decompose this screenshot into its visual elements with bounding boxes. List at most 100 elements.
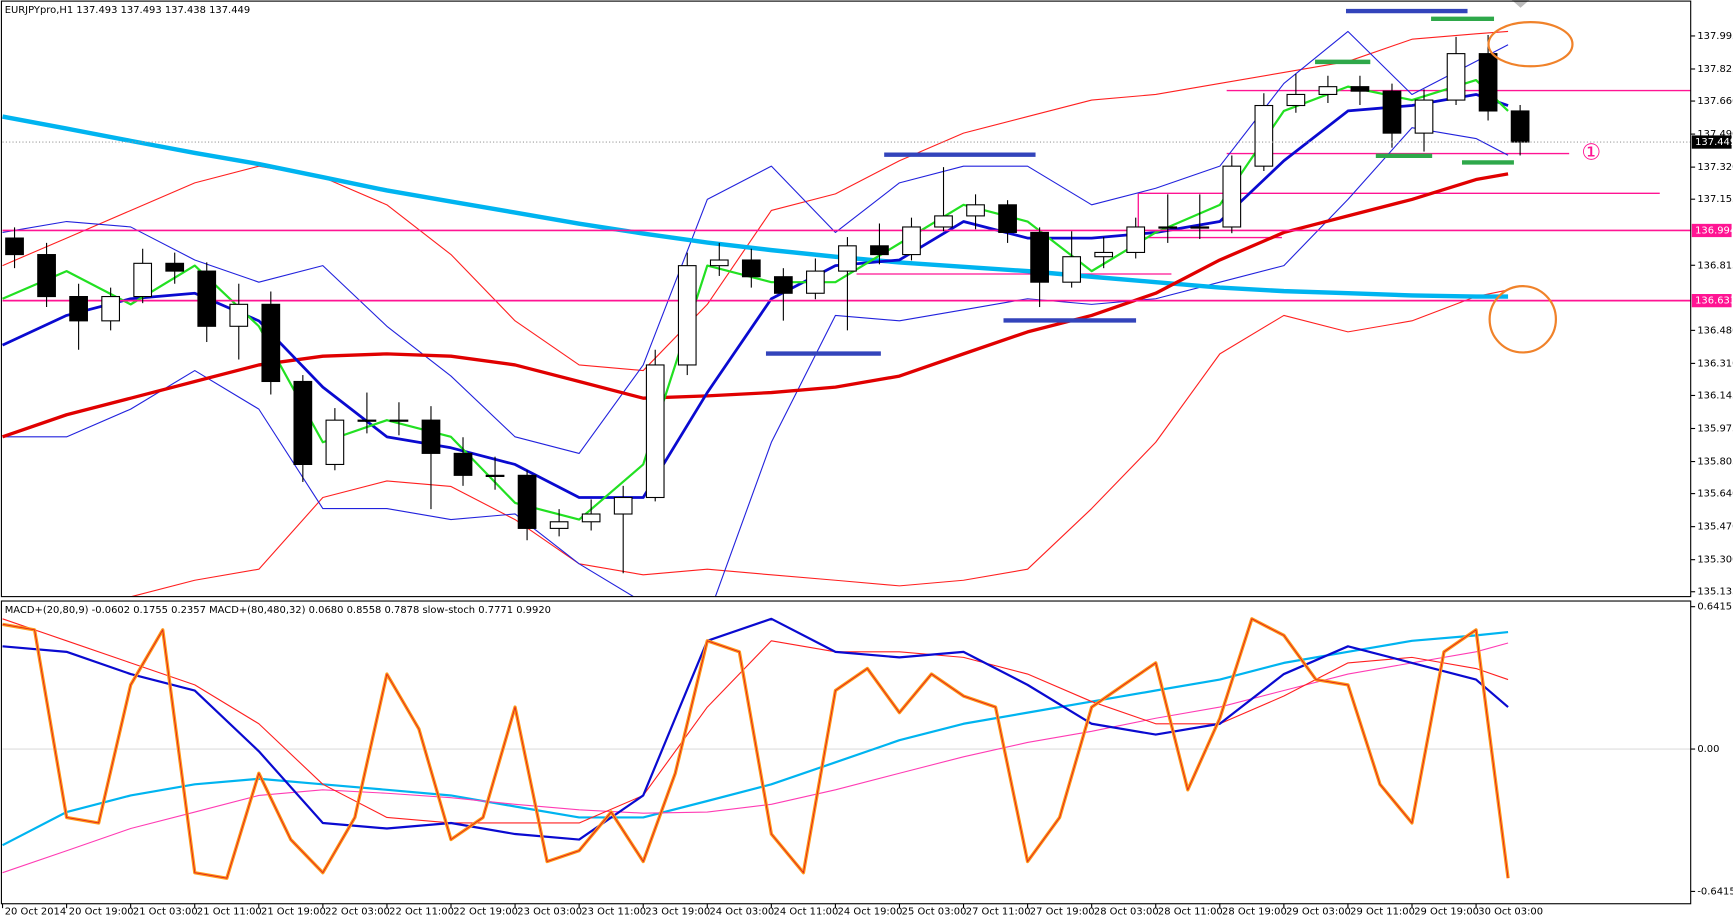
level-label: 136.994 xyxy=(1695,225,1733,236)
candle-body xyxy=(998,204,1017,233)
x-tick-label: 24 Oct 19:00 xyxy=(838,906,903,917)
candle-body xyxy=(613,496,633,515)
x-tick-label: 23 Oct 11:00 xyxy=(581,906,646,917)
x-tick-label: 28 Oct 03:00 xyxy=(1094,906,1159,917)
y-tick-label: 135.805 xyxy=(1697,457,1733,468)
x-tick-label: 20 Oct 2014 xyxy=(5,906,66,917)
candle-body xyxy=(1510,110,1530,143)
candle-body xyxy=(325,419,345,466)
x-tick-label: 27 Oct 11:00 xyxy=(966,906,1031,917)
x-tick-label: 24 Oct 11:00 xyxy=(774,906,839,917)
candle-body xyxy=(677,265,697,366)
candle-body xyxy=(37,254,56,298)
indicator-line xyxy=(2,127,1509,597)
y-tick-label: 135.975 xyxy=(1697,424,1733,435)
candle-body xyxy=(1286,93,1306,107)
y-tick-label: 137.995 xyxy=(1697,31,1733,42)
y-tick-label: 135.640 xyxy=(1697,489,1733,500)
candle-body xyxy=(229,303,249,327)
last-price-box xyxy=(1691,135,1732,149)
candle-body xyxy=(1126,226,1146,253)
candle-body xyxy=(357,419,377,422)
highlight-circle xyxy=(1488,285,1558,354)
candle-body xyxy=(69,295,88,322)
y-tick-label: 135.300 xyxy=(1697,555,1733,566)
x-tick-label: 30 Oct 03:00 xyxy=(1478,906,1543,917)
candle-body xyxy=(101,295,121,322)
candle-body xyxy=(1254,104,1274,167)
candle-body xyxy=(1414,99,1434,134)
candle-body xyxy=(1446,53,1466,101)
y-tick-label: 137.155 xyxy=(1697,194,1733,205)
candle-body xyxy=(165,262,185,272)
y-tick-label: 0.00 xyxy=(1697,744,1719,755)
last-price-label: 137.449 xyxy=(1695,137,1733,148)
indicator-line xyxy=(2,114,1509,299)
candle-body xyxy=(485,474,505,477)
x-tick-label: 29 Oct 11:00 xyxy=(1350,906,1415,917)
candle-body xyxy=(293,380,313,466)
candle-body xyxy=(581,513,601,523)
y-tick-label: 136.310 xyxy=(1697,358,1733,369)
y-tick-label: 137.320 xyxy=(1697,162,1733,173)
x-tick-label: 21 Oct 11:00 xyxy=(197,906,262,917)
candle-body xyxy=(1222,165,1242,228)
x-tick-label: 23 Oct 19:00 xyxy=(645,906,710,917)
y-tick-label: 136.480 xyxy=(1697,325,1733,336)
indicator-line xyxy=(2,78,1509,521)
x-tick-label: 29 Oct 19:00 xyxy=(1414,906,1479,917)
x-tick-label: 27 Oct 19:00 xyxy=(1030,906,1095,917)
candle-body xyxy=(806,270,825,294)
candle-body xyxy=(5,237,24,256)
shift-marker xyxy=(1511,0,1530,8)
candle-body xyxy=(133,262,153,298)
y-tick-label: 137.490 xyxy=(1697,129,1733,140)
x-tick-label: 28 Oct 11:00 xyxy=(1158,906,1223,917)
candle-body xyxy=(838,245,857,272)
candle-body xyxy=(1478,53,1498,112)
candle-body xyxy=(1030,231,1049,283)
candle-body xyxy=(773,276,793,294)
candle-body xyxy=(261,303,281,383)
x-tick-label: 21 Oct 19:00 xyxy=(261,906,326,917)
indicator-line xyxy=(2,618,1509,879)
chart-title: EURJPYpro,H1 137.493 137.493 137.438 137… xyxy=(5,5,250,16)
x-tick-label: 22 Oct 11:00 xyxy=(389,906,454,917)
x-tick-label: 29 Oct 03:00 xyxy=(1286,906,1351,917)
level-label: 136.633 xyxy=(1695,296,1733,307)
candle-body xyxy=(421,419,441,454)
highlight-ellipse xyxy=(1487,20,1574,68)
y-tick-label: 137.660 xyxy=(1697,96,1733,107)
candle-body xyxy=(1190,226,1210,229)
y-tick-label: 136.145 xyxy=(1697,390,1733,401)
candle-body xyxy=(1094,251,1114,258)
y-tick-label: 0.6415 xyxy=(1697,602,1732,613)
indicator-line xyxy=(128,289,1509,597)
indicator-line xyxy=(2,618,1509,824)
indicator-line xyxy=(2,30,1509,454)
y-tick-label: 136.815 xyxy=(1697,260,1733,271)
y-tick-label: 135.135 xyxy=(1697,587,1733,598)
candle-body xyxy=(549,521,569,529)
level-label-box xyxy=(1691,223,1732,238)
x-tick-label: 22 Oct 19:00 xyxy=(453,906,518,917)
panel-title: MACD+(20,80,9) -0.0602 0.1755 0.2357 MAC… xyxy=(5,605,551,616)
indicator-line xyxy=(1,93,1509,499)
indicator-line xyxy=(1,172,1509,439)
panel-frame xyxy=(0,600,1692,905)
indicator-line xyxy=(2,642,1509,874)
candle-body xyxy=(902,226,921,256)
markup-overlay: ① xyxy=(765,0,1601,356)
indicator-line xyxy=(2,617,1509,841)
candle-body xyxy=(197,270,217,327)
annotation-label: ① xyxy=(1581,140,1601,166)
main-frame xyxy=(0,0,1692,598)
x-tick-label: 20 Oct 19:00 xyxy=(69,906,134,917)
candle-body xyxy=(1382,90,1402,134)
candle-body xyxy=(1062,256,1082,283)
candle-body xyxy=(645,364,665,499)
y-tick-label: -0.6415 xyxy=(1697,886,1733,897)
